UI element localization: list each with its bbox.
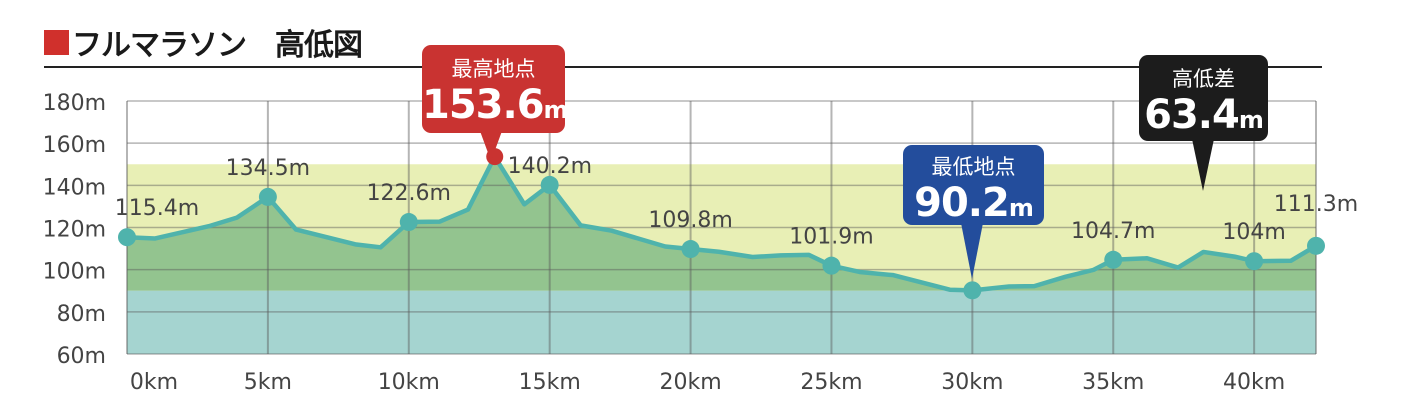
title-divider	[44, 66, 1322, 68]
elevation-area	[127, 156, 1316, 291]
elevation-marker	[540, 175, 559, 194]
x-tick-label: 35km	[1082, 370, 1144, 395]
x-tick-label: 15km	[519, 370, 581, 395]
x-tick-label: 20km	[659, 370, 721, 395]
x-tick-label: 25km	[800, 370, 862, 395]
elevation-data-label: 109.8m	[648, 208, 732, 233]
elevation-data-label: 111.3m	[1274, 192, 1358, 217]
highest-label: 最高地点	[451, 57, 536, 81]
y-tick-label: 160m	[43, 133, 106, 158]
x-tick-label: 10km	[378, 370, 440, 395]
elevation-marker	[1245, 252, 1264, 271]
difference-label: 高低差	[1172, 67, 1235, 91]
elevation-data-label: 122.6m	[367, 181, 451, 206]
elevation-data-label: 104.7m	[1071, 219, 1155, 244]
difference-value: 63.4	[1144, 92, 1240, 138]
low-elevation-band	[127, 290, 1316, 354]
x-tick-label: 30km	[941, 370, 1003, 395]
highest-unit: m	[543, 96, 569, 124]
elevation-marker	[822, 256, 841, 275]
elevation-line	[126, 154, 1318, 293]
y-tick-label: 140m	[43, 175, 106, 200]
lowest-unit: m	[1008, 194, 1034, 222]
elevation-marker	[118, 228, 136, 247]
elevation-data-label: 115.4m	[115, 196, 199, 221]
elevation-marker	[681, 240, 700, 259]
elevation-data-label: 134.5m	[226, 156, 310, 181]
elevation-data-label: 104m	[1222, 220, 1285, 245]
x-tick-label: 0km	[130, 370, 178, 395]
y-tick-label: 100m	[43, 260, 106, 285]
highest-point-callout: 最高地点 153.6m	[422, 45, 569, 161]
elevation-marker	[1307, 236, 1325, 255]
y-tick-label: 120m	[43, 218, 106, 243]
elevation-data-label: 140.2m	[508, 154, 592, 179]
title-text: フルマラソン 高低図	[72, 28, 363, 63]
x-tick-label: 40km	[1223, 370, 1285, 395]
elevation-data-label: 101.9m	[789, 225, 873, 250]
y-tick-label: 180m	[43, 91, 106, 116]
elevation-difference-callout: 高低差 63.4m	[1139, 55, 1268, 191]
callout-pointer	[1192, 139, 1214, 191]
y-tick-label: 60m	[57, 344, 106, 369]
chart-title: フルマラソン 高低図	[44, 20, 363, 64]
elevation-marker	[399, 213, 418, 232]
difference-unit: m	[1238, 106, 1264, 134]
lowest-label: 最低地点	[931, 155, 1016, 179]
highest-value: 153.6	[422, 82, 545, 128]
lowest-value: 90.2	[914, 180, 1010, 226]
callout-pointer	[480, 131, 502, 161]
y-tick-label: 80m	[57, 302, 106, 327]
elevation-marker	[1104, 250, 1123, 269]
title-square-icon	[44, 29, 69, 55]
callout-pointer	[961, 223, 983, 279]
elevation-marker	[258, 187, 277, 206]
lowest-point-callout: 最低地点 90.2m	[903, 145, 1044, 279]
elevation-marker	[963, 281, 982, 300]
x-tick-label: 5km	[244, 370, 292, 395]
